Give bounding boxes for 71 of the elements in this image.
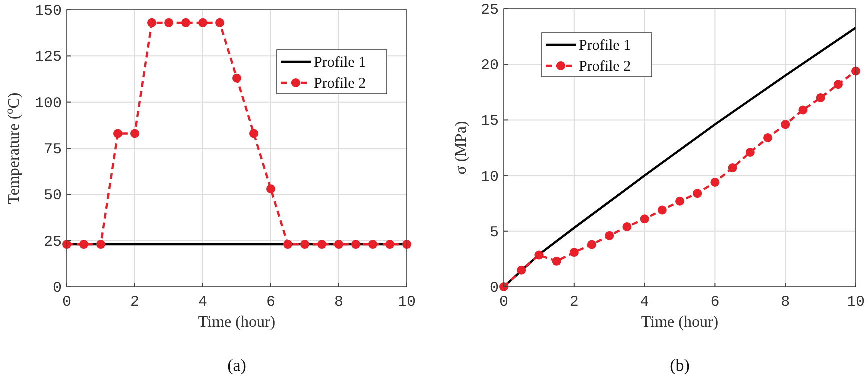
- point: [386, 240, 394, 250]
- point: [352, 240, 360, 250]
- point: [728, 164, 738, 173]
- x-tick-label: 4: [640, 294, 650, 311]
- point: [570, 248, 579, 258]
- legend-label: Profile 1: [579, 38, 632, 54]
- point: [622, 222, 632, 232]
- point: [148, 18, 156, 28]
- point: [658, 206, 667, 215]
- point: [834, 80, 843, 90]
- point: [198, 18, 208, 28]
- y-tick-label: 20: [480, 58, 499, 75]
- y-tick-label: 100: [34, 95, 62, 112]
- point: [130, 129, 140, 138]
- y-tick-label: 25: [480, 2, 499, 19]
- legend-label: Profile 2: [579, 59, 632, 75]
- x-tick-label: 2: [130, 294, 140, 311]
- y-tick-label: 0: [490, 280, 499, 297]
- x-tick-label: 8: [334, 294, 344, 311]
- y-tick-label: 75: [44, 142, 62, 158]
- point: [318, 240, 326, 250]
- y-tick-label: 15: [480, 113, 499, 130]
- legend-label: Profile 2: [314, 76, 366, 92]
- x-tick-label: 4: [198, 294, 208, 311]
- point: [96, 240, 106, 250]
- x-tick-label: 6: [710, 294, 720, 311]
- point: [80, 240, 88, 250]
- y-tick-label: 0: [52, 280, 62, 297]
- point: [164, 18, 174, 28]
- point: [266, 184, 276, 194]
- text: (a): [228, 356, 246, 375]
- point: [816, 93, 826, 102]
- legend-label: Profile 1: [314, 55, 366, 71]
- x-axis-title: Time (hour): [641, 314, 719, 331]
- x-tick-label: 8: [781, 294, 790, 311]
- text: (b): [670, 356, 690, 375]
- point: [250, 129, 258, 138]
- point: [693, 189, 702, 198]
- point: [300, 240, 310, 250]
- y-axis-title: σ (MPa): [453, 121, 470, 175]
- x-tick-label: 10: [398, 294, 416, 311]
- point: [640, 214, 650, 224]
- x-axis-title: Time (hour): [198, 314, 276, 331]
- point: [605, 231, 614, 240]
- point: [534, 250, 544, 260]
- point: [334, 240, 344, 250]
- point: [500, 282, 508, 292]
- point: [764, 133, 772, 142]
- point: [114, 129, 122, 138]
- y-tick-label: 50: [44, 188, 62, 205]
- x-tick-label: 2: [570, 294, 579, 311]
- y-tick-label: 150: [34, 3, 62, 20]
- point: [232, 74, 242, 83]
- x-tick-label: 10: [846, 294, 866, 311]
- point: [284, 240, 292, 250]
- y-tick-label: 125: [34, 49, 62, 66]
- y-tick-label: 10: [480, 168, 499, 186]
- y-tick-label: 25: [44, 234, 62, 251]
- point: [368, 240, 378, 250]
- point: [710, 178, 720, 187]
- point: [798, 106, 808, 115]
- point: [216, 18, 224, 28]
- point: [746, 148, 755, 157]
- point: [676, 196, 684, 206]
- point: [552, 256, 562, 266]
- x-tick-label: 6: [266, 294, 276, 311]
- point: [588, 240, 596, 250]
- point: [182, 18, 190, 28]
- y-tick-label: 5: [490, 224, 499, 242]
- point: [781, 120, 790, 130]
- point: [517, 266, 526, 275]
